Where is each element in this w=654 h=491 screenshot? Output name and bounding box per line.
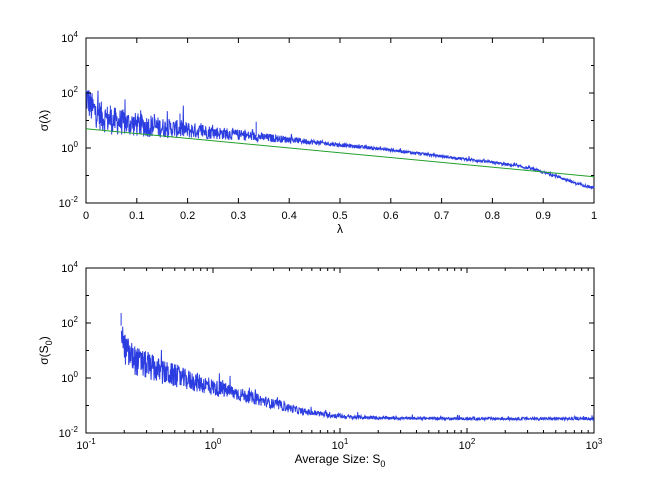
x-axis-label-subscript: 0	[380, 459, 385, 469]
y-tick-label: 102	[61, 315, 78, 330]
x-tick-label: 10-1	[76, 437, 96, 452]
y-tick-label-base: 10	[61, 33, 73, 45]
x-axis-label: Average Size: S0	[295, 452, 386, 469]
y-tick-label: 100	[61, 370, 78, 385]
x-tick-label: 0.1	[129, 210, 144, 222]
y-tick-label-base: 10	[61, 318, 73, 330]
y-tick-label-base: 10	[61, 88, 73, 100]
series-group	[85, 90, 595, 190]
y-tick-label: 102	[61, 85, 78, 100]
y-axis-label-subscript: 0	[44, 340, 54, 345]
series-line-1	[85, 128, 595, 178]
y-tick-label: 100	[61, 140, 78, 155]
x-tick-label: 0.2	[180, 210, 195, 222]
y-tick-label-exponent: 4	[74, 30, 79, 39]
x-tick-label: 0.4	[282, 210, 297, 222]
y-tick-label: 10-2	[59, 195, 79, 210]
y-tick-label-exponent: 4	[74, 260, 79, 269]
x-tick-label-exponent: 0	[217, 437, 222, 446]
x-tick-label: 102	[459, 437, 476, 452]
y-tick-label-exponent: -2	[71, 195, 79, 204]
x-tick-label-exponent: 3	[598, 437, 603, 446]
x-axis-label: λ	[337, 222, 343, 236]
y-tick-label: 10-2	[59, 425, 79, 440]
y-tick-label: 104	[61, 260, 78, 275]
x-tick-label: 0.3	[231, 210, 246, 222]
series-group	[120, 313, 595, 422]
y-tick-label-base: 10	[61, 373, 73, 385]
x-axis-label-main: Average Size: S	[295, 452, 381, 466]
x-tick-label-exponent: 2	[471, 437, 476, 446]
x-tick-label: 103	[586, 437, 603, 452]
series-line-0	[120, 326, 595, 422]
x-tick-label-exponent: -1	[89, 437, 97, 446]
x-tick-label-base: 10	[586, 440, 598, 452]
x-tick-label: 0.8	[485, 210, 500, 222]
x-tick-label-base: 10	[459, 440, 471, 452]
x-tick-label: 0.9	[536, 210, 551, 222]
y-tick-label-exponent: -2	[71, 425, 79, 434]
x-tick-label: 1	[591, 210, 597, 222]
lambda-panel: 0 0.1 0.2 0.3 0.4 0.5 0.6 0.7 0.8 0.9 110-21001021…	[37, 30, 597, 236]
y-tick-label-exponent: 2	[74, 315, 79, 324]
x-tick-label: 0	[83, 210, 89, 222]
tick-group: 0 0.1 0.2 0.3 0.4 0.5 0.6 0.7 0.8 0.9 110-21001021…	[59, 30, 597, 222]
x-tick-label-exponent: 1	[344, 437, 349, 446]
y-tick-label-base: 10	[59, 428, 71, 440]
x-tick-label-base: 10	[205, 440, 217, 452]
y-tick-label-exponent: 2	[74, 85, 79, 94]
y-axis-label: σ(λ)	[37, 110, 51, 131]
x-tick-label-base: 10	[332, 440, 344, 452]
y-tick-label-exponent: 0	[74, 140, 79, 149]
x-tick-label: 0.7	[434, 210, 449, 222]
x-tick-label: 100	[205, 437, 222, 452]
x-tick-label-base: 10	[76, 440, 88, 452]
x-tick-label: 0.5	[332, 210, 347, 222]
y-axis-label: σ(S0)	[37, 336, 54, 364]
x-tick-label: 0.6	[383, 210, 398, 222]
series-line-0	[85, 90, 595, 190]
y-tick-label-exponent: 0	[74, 370, 79, 379]
y-tick-label-base: 10	[61, 263, 73, 275]
y-tick-label-base: 10	[59, 198, 71, 210]
y-axis-label-main: σ(S	[37, 345, 51, 364]
y-tick-label-base: 10	[61, 143, 73, 155]
y-tick-label: 104	[61, 30, 78, 45]
y-axis-label-close: )	[37, 336, 51, 340]
x-tick-label: 101	[332, 437, 349, 452]
